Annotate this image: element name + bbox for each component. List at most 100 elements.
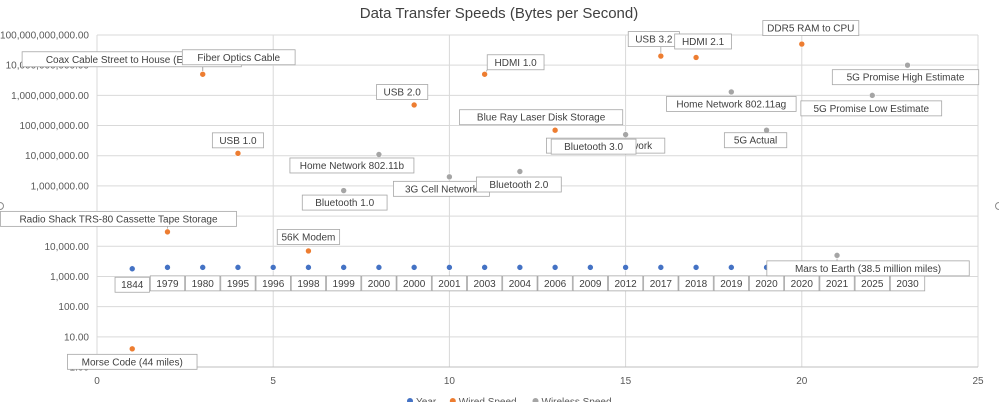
data-label-box[interactable] [149,275,186,292]
data-label: 5G Promise High Estimate [847,73,965,84]
data-label-box[interactable] [211,132,264,149]
data-label-box[interactable] [713,275,749,292]
data-point[interactable] [128,265,136,273]
data-label-box[interactable] [276,229,341,245]
data-label-box[interactable] [255,275,291,292]
data-point[interactable] [305,247,312,255]
data-label: 1995 [227,279,250,290]
data-label-box[interactable] [486,54,545,71]
data-point[interactable] [587,264,594,271]
data-point[interactable] [516,168,524,175]
data-label: 2020 [755,279,778,290]
data-point[interactable] [128,345,136,353]
data-label-box[interactable] [550,138,637,155]
label-leader-lines [167,46,838,261]
data-label-box[interactable] [572,275,608,292]
data-label-box[interactable] [396,275,432,292]
data-point[interactable] [657,52,665,60]
data-label: 2001 [438,279,461,290]
data-points [128,40,911,353]
data-label-box[interactable] [467,275,503,292]
data-point[interactable] [868,92,876,99]
data-label: 1999 [333,279,356,290]
data-point[interactable] [410,101,418,109]
data-point[interactable] [305,264,312,271]
data-point[interactable] [446,264,453,271]
data-label-box[interactable] [290,275,327,292]
data-label-box[interactable] [502,275,538,292]
data-point[interactable] [269,264,277,271]
data-label: Bluetooth 2.0 [489,180,548,191]
data-point[interactable] [164,264,171,271]
data-label-box[interactable] [800,100,943,117]
data-point[interactable] [375,264,383,271]
right-resize-handle[interactable] [995,202,999,210]
data-label-box[interactable] [67,353,198,370]
data-point[interactable] [622,131,629,138]
data-label-box[interactable] [674,33,732,50]
legend: Year Wired Speed Wireless Speed [407,397,612,407]
data-point[interactable] [798,40,806,48]
data-point[interactable] [199,70,207,78]
data-label-box[interactable] [608,275,644,292]
data-label-box[interactable] [114,276,150,293]
data-label-box[interactable] [220,275,256,292]
data-label-box[interactable] [831,69,980,86]
y-tick-label: 1,000,000,000.00 [11,91,89,102]
data-point[interactable] [375,151,383,158]
y-tick-label: 10,000.00 [45,242,90,253]
data-label: USB 2.0 [384,87,422,98]
data-label-box[interactable] [431,275,468,292]
data-label-box[interactable] [762,20,860,36]
data-label-box[interactable] [361,275,397,292]
data-label-box[interactable] [289,157,415,174]
data-point[interactable] [199,264,207,271]
data-point[interactable] [657,264,665,271]
data-label-box[interactable] [678,275,714,292]
data-label: 1979 [156,279,179,290]
data-point[interactable] [516,264,524,271]
data-label: 2006 [544,279,567,290]
data-point[interactable] [728,88,735,96]
data-label-box[interactable] [537,275,573,292]
data-label: 1844 [121,280,144,291]
data-point[interactable] [410,264,418,271]
x-tick-label: 20 [796,376,808,387]
data-point[interactable] [234,150,242,157]
data-label-box[interactable] [723,132,788,149]
data-label-box[interactable] [185,275,221,292]
x-tick-label: 15 [620,376,632,387]
data-point[interactable] [728,264,735,271]
data-label-box[interactable] [643,275,679,292]
data-point[interactable] [551,126,559,134]
data-label-box[interactable] [476,176,562,193]
data-point[interactable] [481,264,488,271]
data-label-box[interactable] [666,96,797,112]
data-label: 2019 [720,279,743,290]
data-point[interactable] [234,264,242,271]
data-point[interactable] [340,264,347,271]
data-label-box[interactable] [0,210,237,227]
data-label-box[interactable] [766,260,970,277]
data-label: 1996 [262,279,285,290]
data-label-box[interactable] [181,49,296,66]
data-point[interactable] [904,61,911,69]
data-label-box[interactable] [376,84,429,100]
data-point[interactable] [692,54,700,61]
data-point[interactable] [446,173,453,181]
data-label-box[interactable] [301,194,388,211]
data-point[interactable] [833,252,841,259]
data-point[interactable] [551,264,559,271]
data-label-box[interactable] [326,275,362,292]
data-point[interactable] [481,70,488,78]
data-point[interactable] [692,264,700,271]
y-tick-label: 100.00 [58,302,89,313]
data-label: 2021 [826,279,849,290]
data-label: DDR5 RAM to CPU [767,24,854,35]
data-point[interactable] [622,264,629,271]
data-label-box[interactable] [459,109,624,126]
data-label: Bluetooth 1.0 [315,198,374,209]
data-label: 2030 [896,279,919,290]
data-point[interactable] [340,187,347,194]
data-point[interactable] [164,228,171,236]
